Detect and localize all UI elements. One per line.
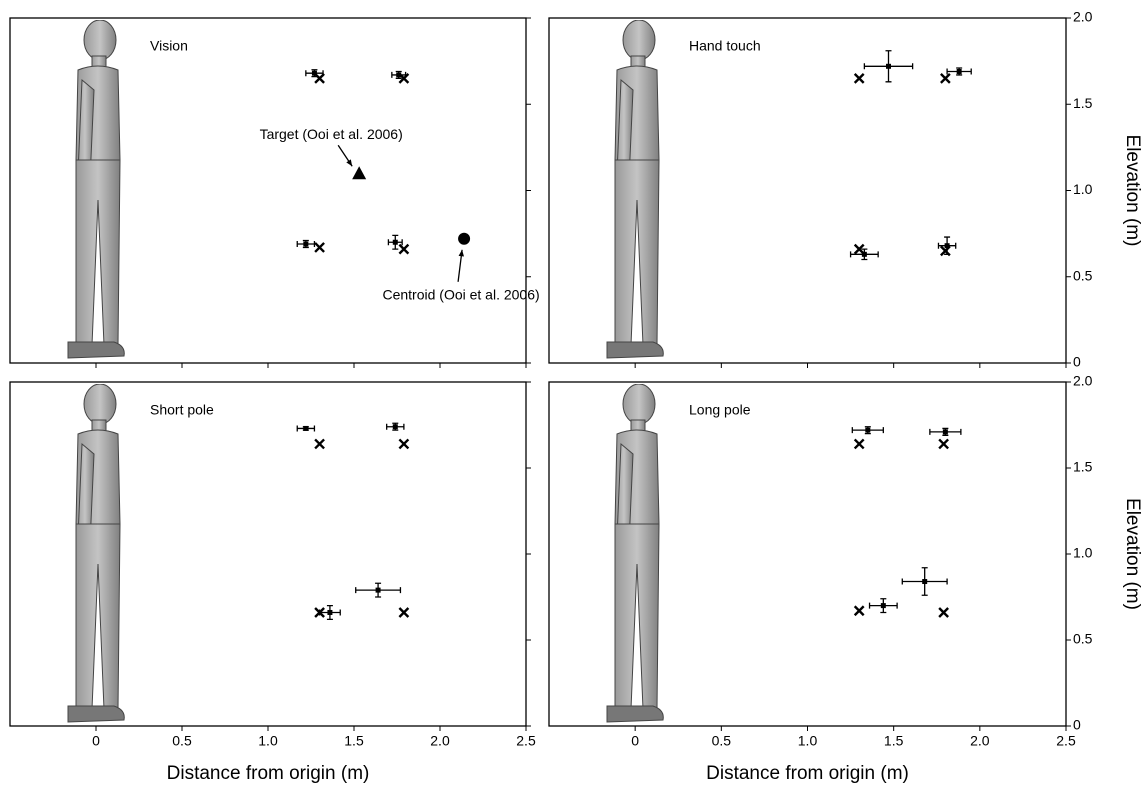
response-point <box>327 610 332 615</box>
x-axis-label: Distance from origin (m) <box>167 763 370 784</box>
target-marker <box>315 243 324 252</box>
response-point <box>376 588 381 593</box>
response-point <box>393 240 398 245</box>
x-tick-label: 0.5 <box>712 733 732 749</box>
x-tick-label: 2.0 <box>430 733 450 749</box>
response-point <box>303 241 308 246</box>
target-marker <box>855 439 864 448</box>
panel-title: Vision <box>150 38 188 54</box>
response-point <box>957 69 962 74</box>
target-marker <box>941 74 950 83</box>
reference-marker <box>458 233 470 245</box>
x-tick-label: 1.5 <box>344 733 364 749</box>
response-point <box>865 428 870 433</box>
figure: Vision Target (Ooi et al. 2006) Centroid (… <box>0 0 1146 787</box>
response-point <box>922 579 927 584</box>
x-tick-label: 2.5 <box>1056 733 1076 749</box>
target-marker <box>315 439 324 448</box>
y-tick-label: 1.0 <box>1073 545 1093 561</box>
y-tick-label: 0 <box>1073 354 1081 370</box>
target-marker <box>399 608 408 617</box>
response-point <box>396 72 401 77</box>
annotation-arrowhead <box>346 159 352 166</box>
y-tick-label: 0.5 <box>1073 267 1093 283</box>
x-tick-label: 1.5 <box>884 733 904 749</box>
response-point <box>881 603 886 608</box>
target-marker <box>939 439 948 448</box>
target-marker <box>855 606 864 615</box>
response-point <box>943 429 948 434</box>
x-tick-label: 1.0 <box>798 733 818 749</box>
y-tick-label: 1.0 <box>1073 181 1093 197</box>
x-tick-label: 2.0 <box>970 733 990 749</box>
y-tick-label: 0.5 <box>1073 631 1093 647</box>
response-point <box>303 426 308 431</box>
reference-marker <box>352 166 366 179</box>
panel-title: Long pole <box>689 402 751 418</box>
target-marker <box>399 245 408 254</box>
page: Vision Target (Ooi et al. 2006) Centroid (… <box>0 0 1146 787</box>
y-tick-label: 2.0 <box>1073 373 1093 389</box>
y-axis-label: Elevation (m) <box>1122 498 1143 610</box>
x-tick-label: 0 <box>92 733 100 749</box>
x-tick-label: 2.5 <box>516 733 536 749</box>
panel-title: Short pole <box>150 402 214 418</box>
response-point <box>862 252 867 257</box>
response-point <box>393 424 398 429</box>
y-axis-label: Elevation (m) <box>1122 135 1143 247</box>
y-tick-label: 0 <box>1073 717 1081 733</box>
x-axis-label: Distance from origin (m) <box>706 763 909 784</box>
annotation: Target (Ooi et al. 2006) <box>260 126 403 142</box>
target-marker <box>939 608 948 617</box>
annotation-arrowhead <box>459 250 464 257</box>
human-figure <box>607 384 663 722</box>
human-figure <box>68 384 124 722</box>
y-tick-label: 2.0 <box>1073 9 1093 25</box>
y-tick-label: 1.5 <box>1073 95 1093 111</box>
y-tick-label: 1.5 <box>1073 459 1093 475</box>
x-tick-label: 0.5 <box>172 733 192 749</box>
response-point <box>886 64 891 69</box>
response-point <box>312 71 317 76</box>
response-point <box>945 243 950 248</box>
panel-title: Hand touch <box>689 38 761 54</box>
human-figure <box>607 20 663 358</box>
x-tick-label: 0 <box>631 733 639 749</box>
x-tick-label: 1.0 <box>258 733 278 749</box>
target-marker <box>855 74 864 83</box>
target-marker <box>399 439 408 448</box>
human-figure <box>68 20 124 358</box>
annotation: Centroid (Ooi et al. 2006) <box>382 287 539 303</box>
